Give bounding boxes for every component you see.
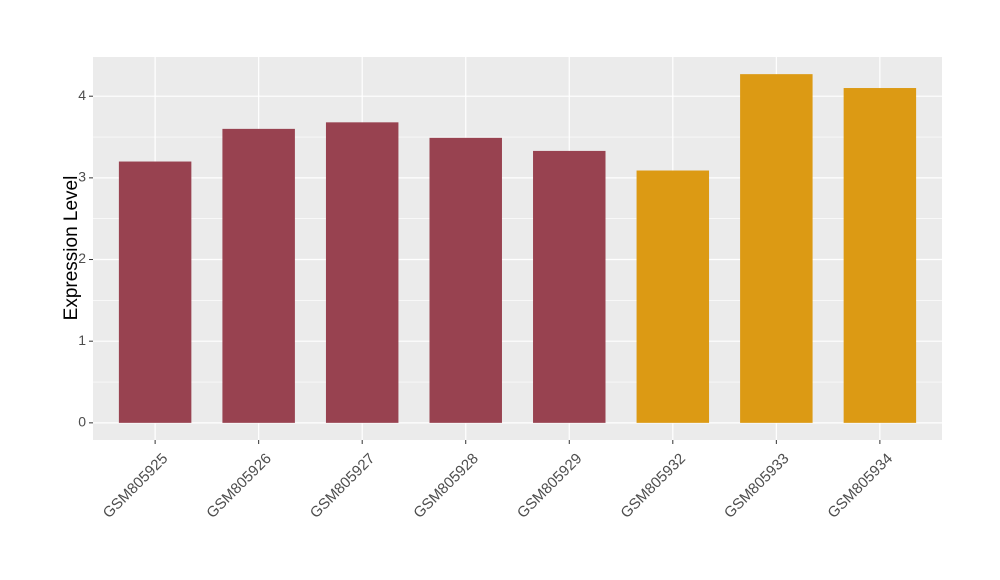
y-axis-title: Expression Level <box>61 176 82 321</box>
bar <box>429 137 502 423</box>
bar <box>222 128 295 423</box>
bar <box>740 74 813 423</box>
y-tick-label: 3 <box>78 169 86 185</box>
y-tick-label: 2 <box>78 250 86 266</box>
y-tick-label: 4 <box>78 87 86 103</box>
bar <box>118 161 192 423</box>
x-tick-label: GSM805928 <box>410 450 482 522</box>
bar <box>325 122 399 423</box>
x-tick-label: GSM805932 <box>617 450 689 522</box>
y-tick-label: 1 <box>78 332 86 348</box>
x-tick-label: GSM805926 <box>203 450 275 522</box>
x-tick-label: GSM805934 <box>824 450 896 522</box>
x-tick-label: GSM805925 <box>100 450 172 522</box>
bar <box>843 88 917 423</box>
bar <box>533 150 606 423</box>
y-tick-label: 0 <box>78 414 86 430</box>
x-tick-label: GSM805929 <box>514 450 586 522</box>
x-tick-label: GSM805927 <box>307 450 379 522</box>
bar <box>636 170 710 423</box>
x-tick-label: GSM805933 <box>721 450 793 522</box>
plot-panel <box>93 57 942 440</box>
